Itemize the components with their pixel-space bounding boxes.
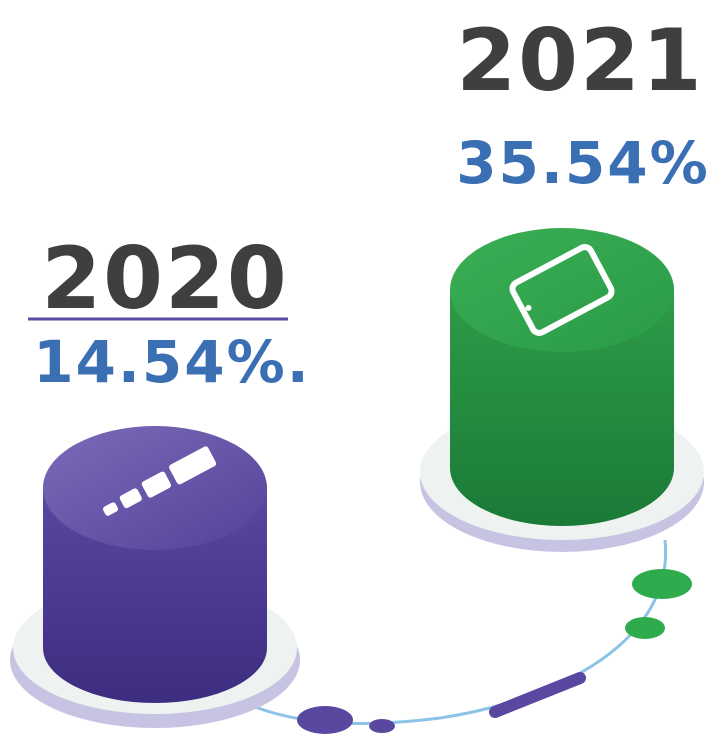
value-label: 35.54%. <box>456 129 715 197</box>
connector <box>250 540 666 724</box>
dot <box>369 719 395 733</box>
cylinder-2020 <box>10 426 300 728</box>
infographic: 2021 35.54%. 2020 14.54%. <box>0 0 715 736</box>
value-label: 14.54%. <box>33 328 311 396</box>
dash <box>495 678 580 712</box>
dot <box>632 569 692 599</box>
year-label: 2021 <box>456 11 703 111</box>
dot <box>297 706 353 734</box>
year-label: 2020 <box>41 229 288 329</box>
cylinder-2021 <box>420 228 704 552</box>
dot <box>625 617 665 639</box>
